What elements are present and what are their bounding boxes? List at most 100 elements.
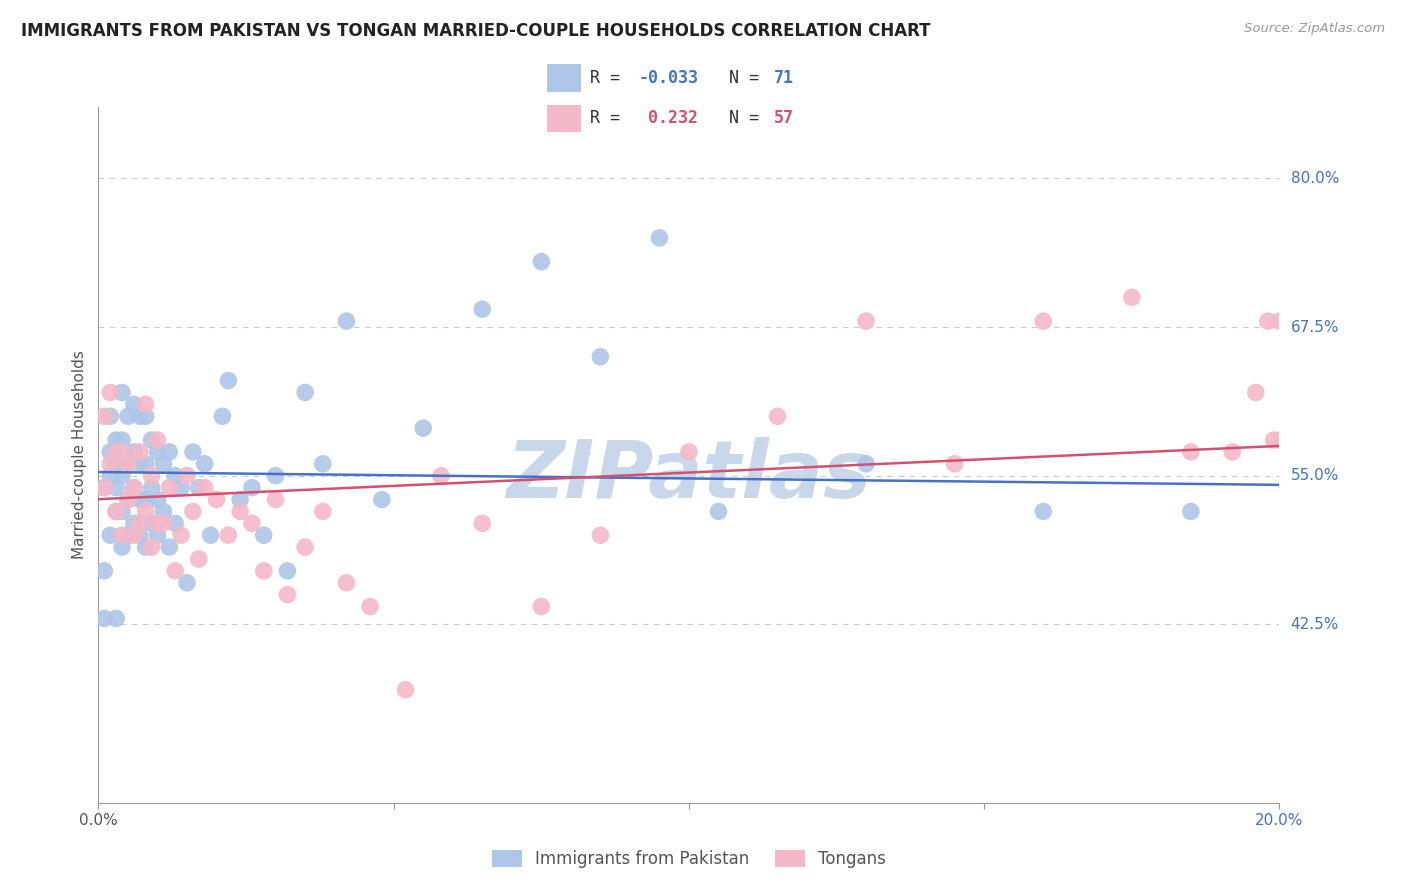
Point: [141, 468, 163, 483]
Text: R =: R =: [589, 69, 630, 87]
Point: [187, 552, 209, 566]
Point: [200, 528, 222, 542]
Point: [117, 409, 139, 424]
Point: [530, 254, 553, 268]
Point: [128, 528, 150, 542]
Point: [98, 385, 121, 400]
Point: [1220, 445, 1243, 459]
Point: [312, 504, 335, 518]
Point: [253, 564, 276, 578]
Point: [205, 492, 228, 507]
Point: [98, 468, 121, 483]
Point: [229, 504, 252, 518]
FancyBboxPatch shape: [547, 64, 581, 92]
Text: N =: N =: [728, 109, 769, 128]
Point: [276, 564, 298, 578]
Point: [1263, 433, 1285, 447]
Point: [1244, 385, 1267, 400]
Point: [176, 468, 198, 483]
Point: [105, 457, 128, 471]
Point: [128, 409, 150, 424]
Point: [105, 504, 128, 518]
Point: [589, 528, 612, 542]
Point: [1268, 433, 1291, 447]
Point: [111, 385, 134, 400]
Point: [211, 409, 233, 424]
Point: [141, 516, 163, 531]
Point: [217, 528, 239, 542]
Point: [141, 481, 163, 495]
Point: [678, 445, 700, 459]
Point: [181, 504, 204, 518]
Text: 57: 57: [775, 109, 794, 128]
Point: [111, 468, 134, 483]
Point: [294, 385, 316, 400]
Point: [530, 599, 553, 614]
Point: [152, 504, 174, 518]
Point: [181, 445, 204, 459]
Legend: Immigrants from Pakistan, Tongans: Immigrants from Pakistan, Tongans: [485, 843, 893, 874]
Point: [93, 481, 115, 495]
Point: [707, 504, 730, 518]
Text: Source: ZipAtlas.com: Source: ZipAtlas.com: [1244, 22, 1385, 36]
Text: R =: R =: [589, 109, 630, 128]
Text: 67.5%: 67.5%: [1291, 319, 1339, 334]
Text: 71: 71: [775, 69, 794, 87]
Text: N =: N =: [728, 69, 769, 87]
Text: -0.033: -0.033: [638, 69, 697, 87]
Point: [471, 302, 494, 317]
Point: [135, 409, 157, 424]
Point: [1257, 314, 1279, 328]
Point: [855, 457, 877, 471]
Point: [165, 468, 187, 483]
Point: [264, 492, 287, 507]
Point: [128, 457, 150, 471]
Point: [335, 575, 357, 590]
Point: [194, 481, 217, 495]
Point: [111, 528, 134, 542]
Point: [141, 540, 163, 554]
Point: [93, 564, 115, 578]
Point: [135, 540, 157, 554]
Point: [229, 492, 252, 507]
Point: [359, 599, 381, 614]
Point: [412, 421, 434, 435]
Point: [855, 314, 877, 328]
Point: [111, 433, 134, 447]
Point: [135, 492, 157, 507]
Point: [146, 528, 169, 542]
Point: [111, 540, 134, 554]
Point: [98, 457, 121, 471]
Point: [146, 433, 169, 447]
Point: [1180, 445, 1202, 459]
Point: [122, 516, 145, 531]
Point: [1032, 504, 1054, 518]
Point: [122, 445, 145, 459]
Point: [117, 492, 139, 507]
Point: [146, 445, 169, 459]
Text: 80.0%: 80.0%: [1291, 171, 1339, 186]
Point: [165, 564, 187, 578]
Point: [93, 611, 115, 625]
Point: [589, 350, 612, 364]
Text: 42.5%: 42.5%: [1291, 617, 1339, 632]
Point: [194, 457, 217, 471]
Point: [176, 575, 198, 590]
Point: [312, 457, 335, 471]
Point: [135, 457, 157, 471]
Point: [105, 611, 128, 625]
Point: [157, 481, 180, 495]
Point: [152, 457, 174, 471]
Point: [111, 445, 134, 459]
Point: [152, 516, 174, 531]
Point: [240, 481, 263, 495]
Text: 55.0%: 55.0%: [1291, 468, 1339, 483]
Point: [117, 457, 139, 471]
Point: [1180, 504, 1202, 518]
Point: [943, 457, 966, 471]
Point: [217, 374, 239, 388]
Point: [141, 433, 163, 447]
Point: [117, 528, 139, 542]
Text: ZIPatlas: ZIPatlas: [506, 437, 872, 515]
Point: [122, 397, 145, 411]
